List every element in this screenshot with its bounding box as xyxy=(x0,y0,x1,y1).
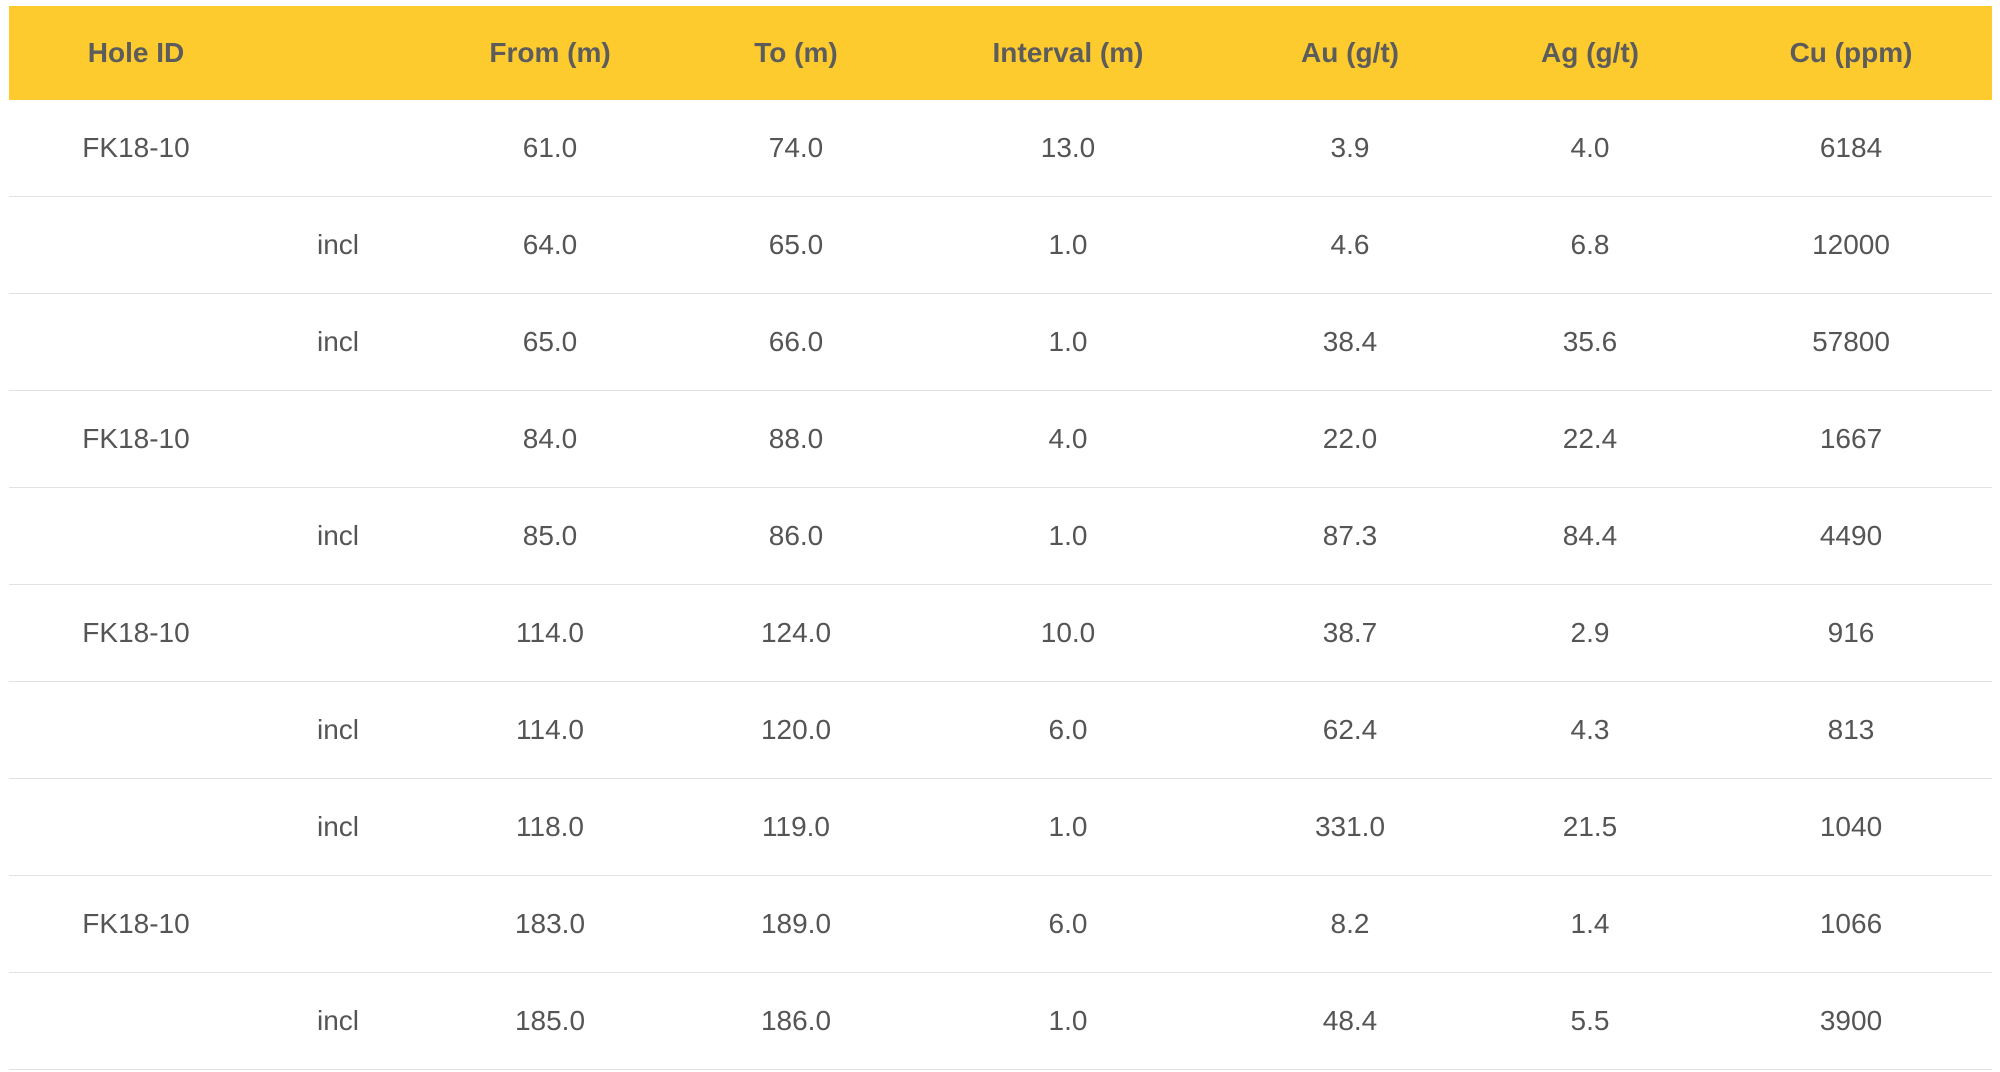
table-cell: 64.0 xyxy=(522,229,578,260)
table-cell: FK18-10 xyxy=(82,423,190,454)
table-cell: 1040 xyxy=(1819,811,1883,842)
table-cell: 4.0 xyxy=(1570,132,1610,163)
table-cell: 1.4 xyxy=(1570,908,1610,939)
table-cell: 4.0 xyxy=(1048,423,1088,454)
table-cell: 183.0 xyxy=(514,908,586,939)
table-row: FK18-10 114.0 124.0 10.0 38.7 2.9 916 xyxy=(9,585,1992,682)
table-cell: 8.2 xyxy=(1330,908,1370,939)
table-row: incl 114.0 120.0 6.0 62.4 4.3 813 xyxy=(9,682,1992,779)
table-cell: 813 xyxy=(1827,714,1875,745)
table-cell: 3.9 xyxy=(1330,132,1370,163)
table-cell: 2.9 xyxy=(1570,617,1610,648)
table-cell: 38.7 xyxy=(1322,617,1378,648)
table-cell: 1667 xyxy=(1819,423,1883,454)
table-cell: FK18-10 xyxy=(82,132,190,163)
table-cell: 61.0 xyxy=(522,132,578,163)
table-row: incl 185.0 186.0 1.0 48.4 5.5 3900 xyxy=(9,973,1992,1070)
table-cell: 189.0 xyxy=(760,908,832,939)
table-cell: 85.0 xyxy=(522,520,578,551)
table-cell: 65.0 xyxy=(522,326,578,357)
table-row: incl 64.0 65.0 1.0 4.6 6.8 12000 xyxy=(9,197,1992,294)
table-cell: 22.4 xyxy=(1562,423,1618,454)
table-cell: 114.0 xyxy=(516,714,584,745)
table-row: incl 65.0 66.0 1.0 38.4 35.6 57800 xyxy=(9,294,1992,391)
table-cell: 48.4 xyxy=(1322,1005,1378,1036)
table-cell: incl xyxy=(316,714,360,745)
table-cell: Ag (g/t) xyxy=(1541,37,1639,68)
table-cell: Cu (ppm) xyxy=(1789,37,1913,68)
table-cell: 6.8 xyxy=(1570,229,1610,260)
table-cell: 124.0 xyxy=(760,617,832,648)
table-cell: 5.5 xyxy=(1570,1005,1610,1036)
table-cell: 331.0 xyxy=(1314,811,1386,842)
table-cell: 35.6 xyxy=(1562,326,1618,357)
table-cell: 87.3 xyxy=(1322,520,1378,551)
table-cell: 84.0 xyxy=(522,423,578,454)
table-cell: 114.0 xyxy=(516,617,584,648)
table-cell: 1.0 xyxy=(1048,229,1088,260)
table-cell: 38.4 xyxy=(1322,326,1378,357)
table-cell: 1.0 xyxy=(1048,520,1088,551)
table-cell: 10.0 xyxy=(1040,617,1096,648)
table-cell: 916 xyxy=(1827,617,1875,648)
table-cell: incl xyxy=(316,326,360,357)
table-cell: 65.0 xyxy=(768,229,824,260)
table-cell: 84.4 xyxy=(1562,520,1618,551)
table-cell: Interval (m) xyxy=(992,37,1144,68)
table-cell: incl xyxy=(316,811,360,842)
table-cell: 3900 xyxy=(1819,1005,1883,1036)
table-cell: 86.0 xyxy=(768,520,824,551)
table-cell: 88.0 xyxy=(768,423,824,454)
table-cell: 13.0 xyxy=(1040,132,1096,163)
table-cell: To (m) xyxy=(754,37,838,68)
table-cell: incl xyxy=(316,1005,360,1036)
table-cell: 118.0 xyxy=(516,811,584,842)
table-cell: 4490 xyxy=(1819,520,1883,551)
table-cell: Hole ID xyxy=(87,37,185,68)
table-row: incl 85.0 86.0 1.0 87.3 84.4 4490 xyxy=(9,488,1992,585)
table-cell: 57800 xyxy=(1812,326,1890,357)
table-cell: 6.0 xyxy=(1048,908,1088,939)
table-cell: FK18-10 xyxy=(82,908,190,939)
table-cell: 1.0 xyxy=(1048,1005,1088,1036)
table-cell: 4.6 xyxy=(1330,229,1370,260)
table-cell: 21.5 xyxy=(1562,811,1618,842)
table-cell: 120.0 xyxy=(760,714,832,745)
table-cell: 62.4 xyxy=(1322,714,1378,745)
table-cell: 22.0 xyxy=(1322,423,1378,454)
table-cell: 12000 xyxy=(1812,229,1890,260)
table-row: FK18-10 84.0 88.0 4.0 22.0 22.4 1667 xyxy=(9,391,1992,488)
table-cell: 6184 xyxy=(1819,132,1883,163)
table-cell: 1.0 xyxy=(1048,326,1088,357)
table-cell: 119.0 xyxy=(762,811,830,842)
table-row: FK18-10 61.0 74.0 13.0 3.9 4.0 6184 xyxy=(9,100,1992,197)
table-row: FK18-10 183.0 189.0 6.0 8.2 1.4 1066 xyxy=(9,876,1992,973)
table-cell: 4.3 xyxy=(1570,714,1610,745)
table-cell: FK18-10 xyxy=(82,617,190,648)
table-cell: 66.0 xyxy=(768,326,824,357)
table-cell: 1066 xyxy=(1819,908,1883,939)
table-cell: incl xyxy=(316,520,360,551)
table-cell: 1.0 xyxy=(1048,811,1088,842)
results-table: Hole ID From (m) To (m) Interval (m) Au (g/t… xyxy=(9,6,1992,1070)
table-cell: 74.0 xyxy=(768,132,824,163)
table-cell: From (m) xyxy=(489,37,611,68)
table-cell: 186.0 xyxy=(760,1005,832,1036)
header-row: Hole ID From (m) To (m) Interval (m) Au (g/t… xyxy=(9,6,1992,100)
table-cell: 185.0 xyxy=(514,1005,586,1036)
table-cell: Au (g/t) xyxy=(1301,37,1399,68)
table-cell: 6.0 xyxy=(1048,714,1088,745)
table-cell: incl xyxy=(316,229,360,260)
table-row: incl 118.0 119.0 1.0 331.0 21.5 1040 xyxy=(9,779,1992,876)
